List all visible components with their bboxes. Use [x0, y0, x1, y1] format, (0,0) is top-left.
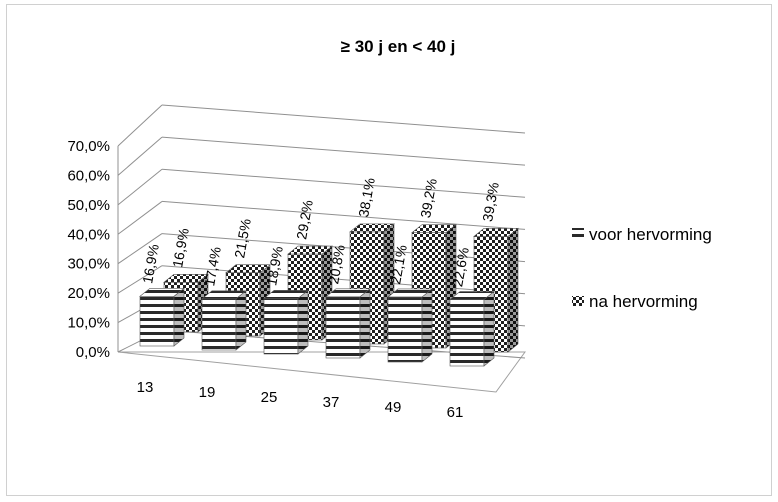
y-axis: 0,0% 10,0% 20,0% 30,0% 40,0% 50,0% 60,0% 70,0%: [67, 138, 119, 361]
gridline-side: [117, 233, 163, 265]
bar-voor-front: [263, 298, 299, 355]
x-tick-label: 61: [447, 404, 464, 421]
gridline: [161, 104, 526, 134]
bar-na-top: [473, 228, 519, 237]
bar-voor-side: [297, 289, 309, 355]
legend-item-voor: voor hervorming: [572, 225, 712, 244]
bar-voor-front: [325, 296, 361, 359]
bar-na-top: [411, 224, 457, 233]
x-tick-label: 19: [199, 384, 216, 401]
y-tick-label: 50,0%: [67, 197, 110, 214]
data-label-voor: 18,9%: [263, 245, 286, 287]
bar-na-top: [349, 223, 395, 233]
bar-voor-side: [421, 288, 433, 363]
bar-na-top: [163, 273, 209, 283]
data-label-na: 39,2%: [417, 177, 440, 219]
data-label-voor: 22,1%: [387, 244, 410, 286]
bar-na-top: [287, 245, 333, 255]
y-tick-label: 10,0%: [67, 315, 110, 332]
data-label-na: 39,3%: [479, 181, 502, 223]
data-label-voor: 17,4%: [201, 245, 224, 287]
gridline-side: [117, 136, 163, 176]
legend-item-na: na hervorming: [572, 292, 698, 311]
legend-swatch-na: [572, 296, 584, 306]
floor: [117, 351, 526, 393]
gridline-side: [117, 201, 163, 235]
bar-voor-side: [359, 288, 371, 359]
x-tick-label: 37: [323, 394, 340, 411]
chart-walls: [117, 104, 526, 393]
y-tick-label: 70,0%: [67, 138, 110, 155]
chart-title: ≥ 30 j en < 40 j: [341, 37, 456, 56]
y-tick-label: 60,0%: [67, 167, 110, 184]
x-axis: 13 19 25 37 49 61: [137, 379, 464, 421]
gridline: [161, 265, 526, 295]
gridline: [161, 168, 526, 198]
x-tick-label: 13: [137, 379, 154, 396]
bar-na-side: [507, 227, 519, 353]
gridline: [161, 136, 526, 166]
gridline: [161, 200, 526, 230]
legend: voor hervorming na hervorming: [572, 225, 712, 311]
bar-voor-front: [201, 298, 237, 351]
bar-voor-front: [139, 295, 175, 347]
x-tick-label: 49: [385, 399, 402, 416]
data-label-na: 29,2%: [293, 199, 316, 241]
data-label-na: 21,5%: [231, 217, 254, 259]
bar-voor-front: [449, 299, 485, 367]
y-tick-label: 40,0%: [67, 226, 110, 243]
data-label-voor: 22,6%: [449, 246, 472, 288]
legend-label-na: na hervorming: [589, 292, 698, 311]
gridline: [161, 233, 526, 263]
gridline-side: [117, 104, 163, 147]
bar-voor-side: [483, 290, 495, 367]
x-tick-label: 25: [261, 389, 278, 406]
data-labels-group: 16,9% 16,9% 17,4% 21,5% 18,9% 29,2% 20,8% 38,1%…: [139, 177, 502, 288]
legend-swatch-voor: [572, 228, 584, 237]
legend-label-voor: voor hervorming: [589, 225, 712, 244]
y-tick-label: 30,0%: [67, 256, 110, 273]
gridline-side: [117, 265, 163, 294]
bar-na-top: [225, 264, 271, 274]
bar-voor-top: [325, 288, 371, 298]
bar-voor-side: [173, 287, 185, 347]
y-tick-label: 0,0%: [76, 344, 110, 361]
data-label-voor: 16,9%: [139, 243, 162, 285]
data-label-na: 16,9%: [169, 227, 192, 269]
bar-voor-top: [139, 287, 185, 297]
bar-voor-front: [387, 296, 423, 363]
bar-voor-top: [263, 290, 309, 299]
bar-voor-top: [449, 291, 495, 300]
data-label-voor: 20,8%: [325, 243, 348, 285]
bars-group: [139, 223, 519, 367]
bar-voor-top: [387, 288, 433, 298]
bar-voor-top: [201, 290, 247, 300]
data-label-na: 38,1%: [355, 177, 378, 219]
gridline-side: [117, 168, 163, 206]
y-tick-label: 20,0%: [67, 285, 110, 302]
bar-voor-side: [235, 290, 247, 351]
